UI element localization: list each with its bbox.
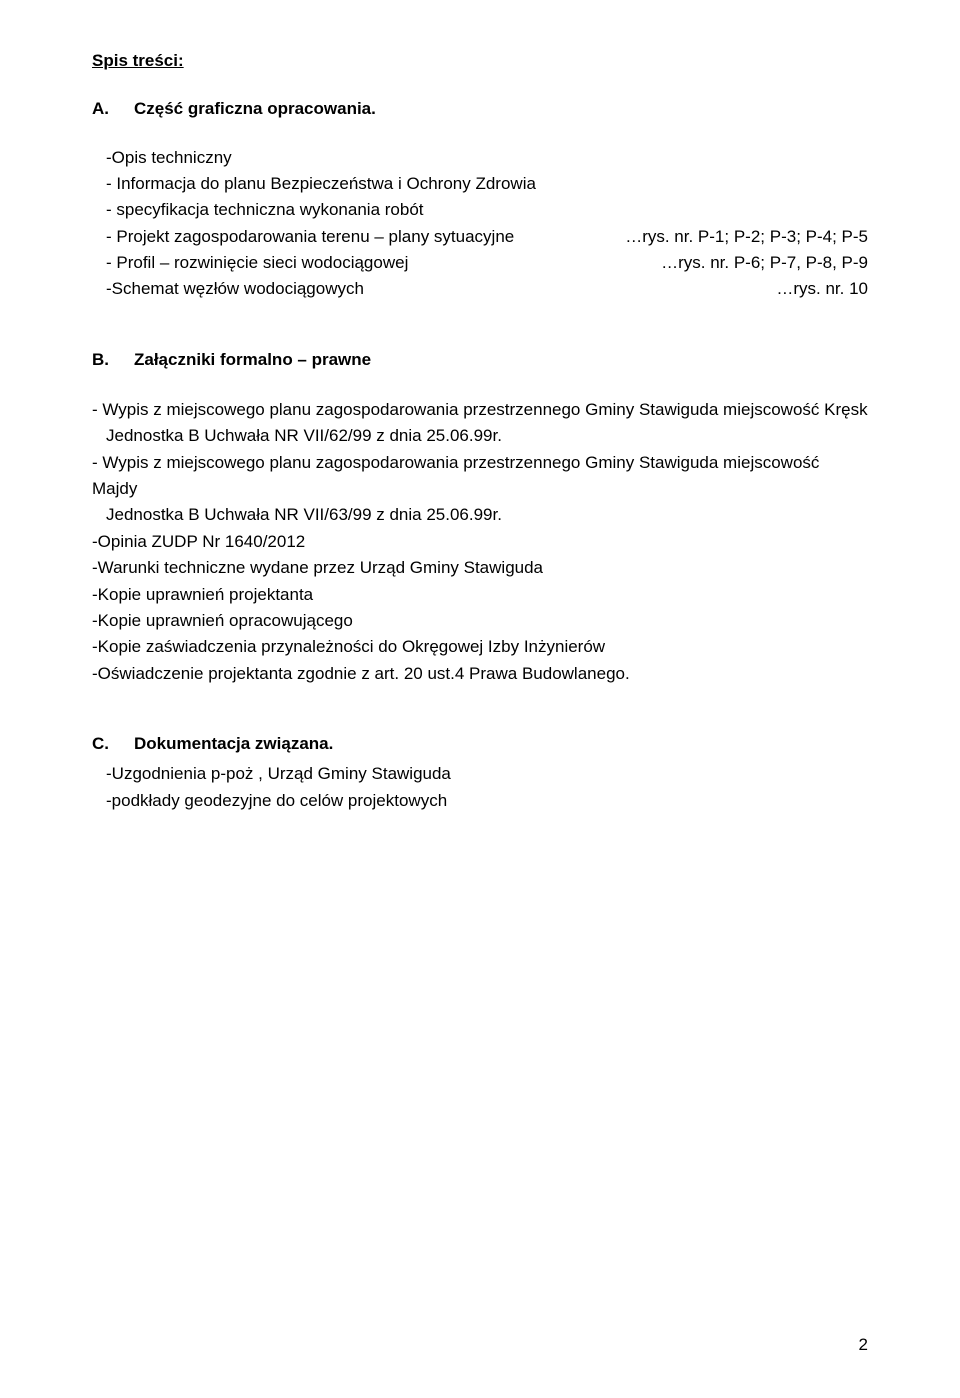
list-item: - Profil – rozwinięcie sieci wodociągowe… bbox=[106, 250, 868, 276]
section-a-list: -Opis techniczny - Informacja do planu B… bbox=[92, 145, 868, 303]
item-text: - Informacja do planu Bezpieczeństwa i O… bbox=[106, 171, 848, 197]
item-text: -Schemat węzłów wodociągowych bbox=[106, 276, 756, 302]
list-item: -Kopie uprawnień projektanta bbox=[92, 582, 868, 608]
section-c-title: Dokumentacja związana. bbox=[134, 731, 333, 757]
section-a-label: A. bbox=[92, 96, 134, 122]
list-item: -Oświadczenie projektanta zgodnie z art.… bbox=[92, 661, 868, 687]
list-item: Jednostka B Uchwała NR VII/63/99 z dnia … bbox=[92, 502, 868, 528]
section-b-list: - Wypis z miejscowego planu zagospodarow… bbox=[92, 397, 868, 687]
section-b-title: Załączniki formalno – prawne bbox=[134, 347, 371, 373]
list-item: -podkłady geodezyjne do celów projektowy… bbox=[106, 788, 868, 814]
section-c-label: C. bbox=[92, 731, 134, 757]
list-item: -Schemat węzłów wodociągowych …rys. nr. … bbox=[106, 276, 868, 302]
item-ref: …rys. nr. P-1; P-2; P-3; P-4; P-5 bbox=[605, 224, 868, 250]
list-item: Jednostka B Uchwała NR VII/62/99 z dnia … bbox=[92, 423, 868, 449]
list-item: - specyfikacja techniczna wykonania robó… bbox=[106, 197, 868, 223]
item-text: - specyfikacja techniczna wykonania robó… bbox=[106, 197, 848, 223]
section-b-label: B. bbox=[92, 347, 134, 373]
section-a-heading: A. Część graficzna opracowania. bbox=[92, 96, 868, 122]
list-item: -Opis techniczny bbox=[106, 145, 868, 171]
list-item: - Projekt zagospodarowania terenu – plan… bbox=[106, 224, 868, 250]
item-text: - Projekt zagospodarowania terenu – plan… bbox=[106, 224, 605, 250]
list-item: - Informacja do planu Bezpieczeństwa i O… bbox=[106, 171, 868, 197]
list-item: -Uzgodnienia p-poż , Urząd Gminy Stawigu… bbox=[106, 761, 868, 787]
list-item: -Warunki techniczne wydane przez Urząd G… bbox=[92, 555, 868, 581]
item-ref bbox=[848, 197, 868, 223]
section-b-heading: B. Załączniki formalno – prawne bbox=[92, 347, 868, 373]
toc-heading: Spis treści: bbox=[92, 48, 868, 74]
list-item: -Kopie zaświadczenia przynależności do O… bbox=[92, 634, 868, 660]
item-ref: …rys. nr. 10 bbox=[756, 276, 868, 302]
item-text: - Profil – rozwinięcie sieci wodociągowe… bbox=[106, 250, 641, 276]
list-item: -Opinia ZUDP Nr 1640/2012 bbox=[92, 529, 868, 555]
section-c-list: -Uzgodnienia p-poż , Urząd Gminy Stawigu… bbox=[92, 761, 868, 814]
list-item: - Wypis z miejscowego planu zagospodarow… bbox=[92, 397, 868, 423]
section-a-title: Część graficzna opracowania. bbox=[134, 96, 376, 122]
list-item: -Kopie uprawnień opracowującego bbox=[92, 608, 868, 634]
page-number: 2 bbox=[859, 1332, 868, 1358]
list-item: - Wypis z miejscowego planu zagospodarow… bbox=[92, 450, 868, 503]
item-ref: …rys. nr. P-6; P-7, P-8, P-9 bbox=[641, 250, 868, 276]
section-c-heading: C. Dokumentacja związana. bbox=[92, 731, 868, 757]
item-ref bbox=[848, 145, 868, 171]
item-ref bbox=[848, 171, 868, 197]
item-text: -Opis techniczny bbox=[106, 145, 848, 171]
